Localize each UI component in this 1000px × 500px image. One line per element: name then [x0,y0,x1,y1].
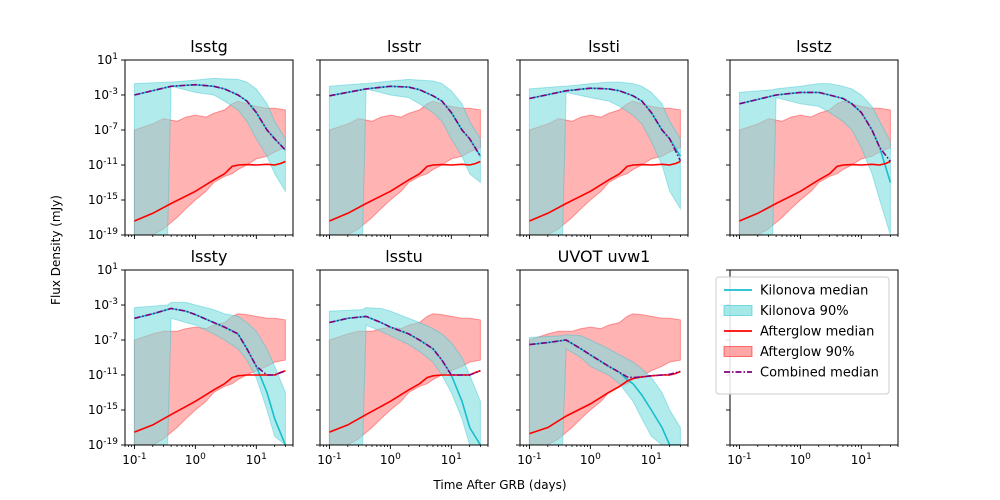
afterglow-median-line [329,160,481,222]
subplot-uvot-uvw1: UVOT uvw1 10-1 100 101 [516,247,689,467]
subplot-lsstu: lsstu 10-1 100 101 [316,247,489,467]
legend-label: Kilonova 90% [760,304,849,319]
legend-item-afterglow-90: Afterglow 90% [723,345,854,360]
plot-area [328,78,482,235]
y-tick-label: 10-7 [94,122,118,137]
afterglow-median-line [739,160,891,222]
y-tick-label: 10-3 [94,87,118,102]
subplot-lsstr: lsstr [316,37,489,239]
afterglow-median-line [329,370,481,433]
plot-area [133,77,286,235]
plot-area [528,313,681,445]
legend-item-kilonova-90: Kilonova 90% [723,304,849,319]
combined-median-line [134,83,286,151]
legend-label: Combined median [760,366,879,381]
legend-item-combined-median: Combined median [724,366,879,381]
combined-median-line [529,339,681,379]
kilonova-90-band [328,307,481,445]
y-tick-label: 10-11 [88,367,118,382]
legend-item-afterglow-median: Afterglow median [724,325,874,340]
subplot-lssty: lssty 10-1 100 101 101 10-3 10-7 10-11 10-15 10-1… [88,247,294,467]
legend-item-kilonova-median: Kilonova median [724,284,868,299]
y-tick-label: 10-15 [88,402,118,417]
combined-median-line [529,87,682,162]
x-tick-label: 100 [380,452,401,467]
panel-title: lsstg [190,37,228,56]
y-tick-label: 101 [97,262,118,277]
x-tick-label: 10-1 [122,452,146,467]
panel-title: lsstz [796,37,832,56]
legend: Kilonova median Kilonova 90% Afterglow med… [715,276,890,395]
axes-frame [729,59,899,236]
axes-frame [519,269,689,446]
plot-area [328,307,482,445]
y-tick-label: 10-7 [94,332,118,347]
panel-title: lssti [588,37,620,56]
x-tick-label: 10-1 [317,452,341,467]
legend-swatch [723,305,753,316]
x-tick-label: 100 [790,452,811,467]
x-tick-label: 100 [580,452,601,467]
y-tick-label: 10-3 [94,297,118,312]
kilonova-90-band [528,81,681,235]
plot-area [528,81,682,235]
axes-frame [319,269,489,446]
legend-label: Afterglow 90% [760,345,854,360]
plot-area [133,301,287,445]
x-tick-label: 101 [851,452,872,467]
legend-swatch [723,346,753,357]
subplot-lssti: lssti [516,37,689,239]
y-tick-label: 10-15 [88,192,118,207]
axes-frame [519,59,689,236]
legend-box [715,276,890,395]
subplot-lsstz: lsstz [726,37,899,239]
afterglow-median-line [134,370,286,433]
legend-label: Afterglow median [760,325,874,340]
subplots: lsstg 101 10-3 10-7 10-11 10-15 10-19 lsstr lsst… [88,37,899,467]
subplot-lsstg: lsstg 101 10-3 10-7 10-11 10-15 10-19 [88,37,294,242]
plot-area [738,83,892,235]
panel-title: lssty [191,247,228,266]
panel-title: lsstr [387,37,421,56]
kilonova-90-band [328,78,481,235]
x-tick-label: 101 [441,452,462,467]
y-tick-label: 101 [97,52,118,67]
afterglow-median-line [134,160,286,222]
x-tick-label: 10-1 [517,452,541,467]
axes-frame [319,59,489,236]
afterglow-median-line [529,160,681,222]
kilonova-90-band [528,334,681,445]
kilonova-90-band [738,83,891,235]
x-tick-label: 10-1 [727,452,751,467]
x-tick-label: 101 [246,452,267,467]
combined-median-line [329,315,481,376]
subplot-series: 10-1 100 101 [726,269,899,467]
y-tick-label: 10-11 [88,157,118,172]
y-tick-label: 10-19 [88,227,118,242]
combined-median-line [134,307,286,376]
legend-label: Kilonova median [760,284,868,299]
x-tick-label: 100 [185,452,206,467]
kilonova-90-band [133,301,286,445]
combined-median-line [739,91,892,162]
axes-frame [124,59,294,236]
x-axis-label: Time After GRB (days) [432,478,566,492]
panel-title: lsstu [385,247,423,266]
kilonova-90-band [133,77,286,235]
panel-title: UVOT uvw1 [558,247,651,266]
x-tick-label: 101 [641,452,662,467]
y-tick-label: 10-19 [88,437,118,452]
combined-median-line [329,85,482,157]
axes-frame [124,269,294,446]
y-axis-label: Flux Density (mJy) [49,195,63,305]
